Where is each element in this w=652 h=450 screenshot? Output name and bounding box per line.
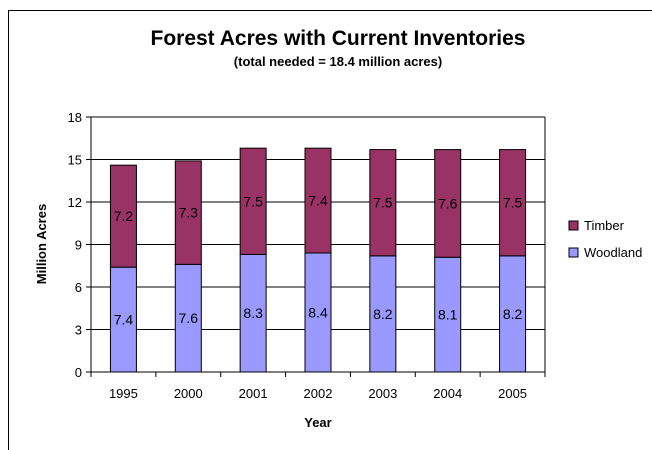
data-label-woodland-2005: 8.2 <box>503 306 523 322</box>
bar-woodland-2000 <box>174 263 202 373</box>
plot-area: 7.4 7.2 1995 7.6 7.3 2000 8.3 7.5 2001 8.4 7.4 2002… <box>68 110 546 401</box>
x-tick-label: 2000 <box>174 386 203 401</box>
bar-timber-2000 <box>174 160 202 265</box>
chart-frame <box>8 10 652 450</box>
bar-timber-2003 <box>369 149 397 257</box>
data-label-timber-2003: 7.5 <box>373 195 393 211</box>
data-label-timber-2004: 7.6 <box>438 195 458 211</box>
bar-woodland-2005 <box>499 255 527 373</box>
chart-title: Forest Acres with Current Inventories <box>151 27 526 50</box>
bar-timber-2004 <box>434 149 462 258</box>
bar-timber-1995 <box>109 164 137 268</box>
data-label-timber-2000: 7.3 <box>179 205 199 221</box>
y-tick-label: 12 <box>68 195 82 210</box>
y-tick-label: 6 <box>75 280 82 295</box>
bar-woodland-2002 <box>304 252 332 373</box>
data-label-timber-2002: 7.4 <box>308 193 328 209</box>
data-label-woodland-2002: 8.4 <box>308 305 328 321</box>
legend-label-woodland: Woodland <box>584 245 642 260</box>
x-axis-title: Year <box>304 415 331 430</box>
legend-swatch-woodland <box>568 247 579 258</box>
legend-label-timber: Timber <box>584 218 625 233</box>
y-tick-label: 0 <box>75 365 82 380</box>
y-tick-label: 9 <box>75 238 82 253</box>
y-axis-title: Million Acres <box>34 204 49 284</box>
data-label-woodland-2001: 8.3 <box>243 305 263 321</box>
bar-timber-2002 <box>304 147 332 254</box>
data-label-woodland-2004: 8.1 <box>438 307 458 323</box>
bar-timber-2005 <box>499 149 527 257</box>
data-label-woodland-1995: 7.4 <box>114 312 134 328</box>
data-label-timber-1995: 7.2 <box>114 208 134 224</box>
data-label-timber-2001: 7.5 <box>243 193 263 209</box>
data-label-woodland-2003: 8.2 <box>373 306 393 322</box>
bar-timber-2001 <box>239 147 267 255</box>
y-tick-label: 18 <box>68 110 82 125</box>
data-label-woodland-2000: 7.6 <box>179 310 199 326</box>
x-tick-label: 2005 <box>498 386 527 401</box>
legend: Timber Woodland <box>568 218 642 260</box>
x-tick-label: 2002 <box>304 386 333 401</box>
chart-subtitle: (total needed = 18.4 million acres) <box>234 54 442 69</box>
y-tick-label: 15 <box>68 153 82 168</box>
legend-swatch-timber <box>568 220 579 231</box>
x-tick-label: 1995 <box>109 386 138 401</box>
data-label-timber-2005: 7.5 <box>503 195 523 211</box>
x-tick-label: 2001 <box>239 386 268 401</box>
bar-woodland-2003 <box>369 255 397 373</box>
bar-woodland-2004 <box>434 256 462 373</box>
y-tick-label: 3 <box>75 323 82 338</box>
x-tick-label: 2004 <box>433 386 462 401</box>
x-tick-label: 2003 <box>368 386 397 401</box>
bar-woodland-2001 <box>239 253 267 373</box>
